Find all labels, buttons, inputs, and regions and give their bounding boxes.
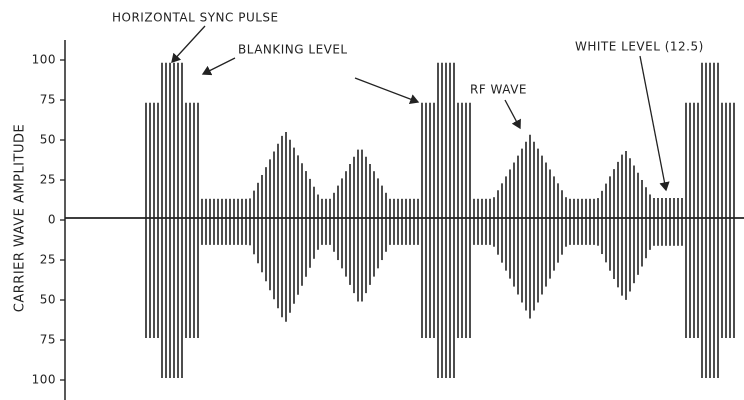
arrow [354,77,420,105]
y-tick-label: 25 [40,253,56,267]
annotation: HORIZONTAL SYNC PULSE [112,11,279,25]
y-tick-label: 75 [40,333,56,347]
y-tick-label: 25 [40,173,56,187]
y-tick-label: 0 [48,213,56,227]
y-tick-label: 50 [40,293,56,307]
arrow [639,55,670,192]
y-tick-label: 100 [32,373,56,387]
y-tick-label: 50 [40,133,56,147]
arrow [171,25,206,63]
arrow [504,99,521,130]
annotation: WHITE LEVEL (12.5) [575,40,704,54]
annotation: BLANKING LEVEL [238,43,348,57]
arrow [201,57,236,76]
y-tick-label: 75 [40,93,56,107]
annotation: RF WAVE [470,83,527,97]
y-ticks: 100 75 50 25 0 25 50 75 100 [32,53,65,387]
carrier-wave [145,62,735,378]
y-axis-label: CARRIER WAVE AMPLITUDE [13,124,28,312]
y-tick-label: 100 [32,53,56,67]
